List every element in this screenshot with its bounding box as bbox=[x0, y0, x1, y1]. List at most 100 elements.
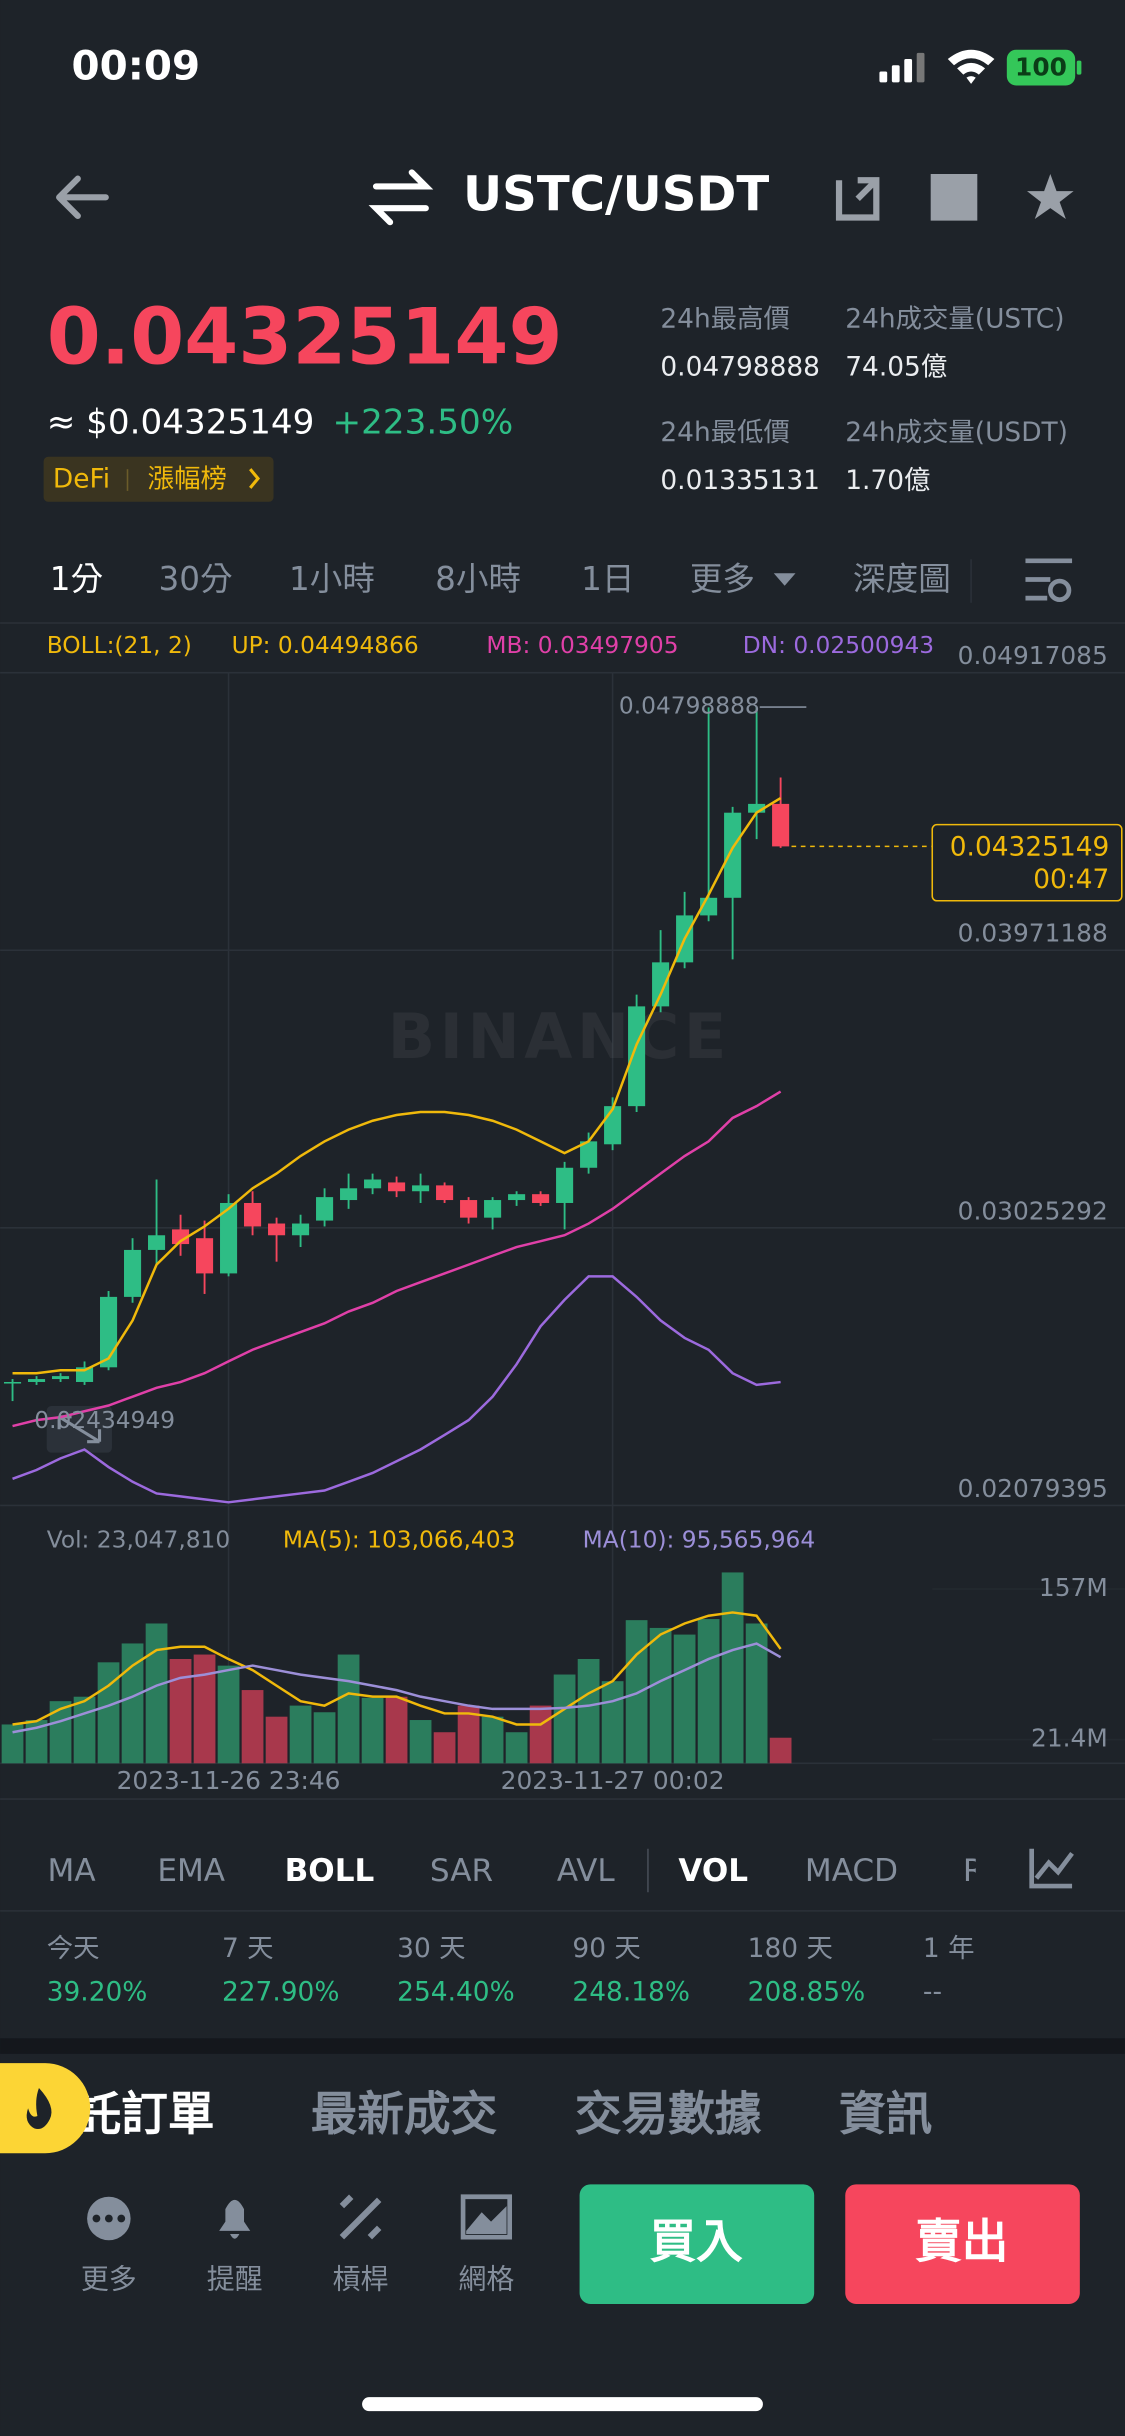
dropdown-caret bbox=[773, 573, 796, 586]
indicator-tab[interactable]: AVL bbox=[557, 1853, 616, 1889]
candle-body bbox=[3, 1381, 22, 1384]
period-value: 39.20% bbox=[47, 1977, 148, 2008]
volume-bar bbox=[313, 1712, 336, 1764]
y-tick-label: 0.03025292 bbox=[958, 1196, 1108, 1225]
candle-body bbox=[748, 803, 766, 813]
indicator-tabs: MA EMA BOLL SAR AVL VOL MACD RSI bbox=[48, 1853, 1013, 1889]
indicator-tab[interactable]: MACD bbox=[805, 1853, 898, 1889]
candle-body bbox=[292, 1223, 310, 1236]
x-tick-label: 2023-11-27 00:02 bbox=[501, 1766, 725, 1795]
candle-body bbox=[556, 1167, 574, 1203]
interval-tab[interactable]: 深度圖 bbox=[853, 560, 951, 598]
volume-bar bbox=[577, 1658, 600, 1764]
volume-bar bbox=[625, 1620, 648, 1764]
volume-bar bbox=[97, 1662, 120, 1764]
settings-button[interactable] bbox=[1025, 558, 1073, 603]
status-icons bbox=[879, 49, 1082, 86]
indicator-tab[interactable]: MA bbox=[48, 1853, 96, 1889]
stat-value: 0.04798888 bbox=[660, 352, 820, 383]
volume-bar bbox=[649, 1627, 672, 1764]
sell-label[interactable]: 賣出 bbox=[915, 2214, 1008, 2268]
volume-bar bbox=[265, 1716, 288, 1764]
interval-tab[interactable]: 8小時 bbox=[435, 560, 521, 598]
volume-bar bbox=[25, 1720, 48, 1764]
volume-bar bbox=[121, 1643, 144, 1764]
countdown-label: 00:47 bbox=[1033, 864, 1109, 895]
candle-body bbox=[124, 1249, 142, 1297]
candle-body bbox=[580, 1141, 598, 1168]
volume-bar bbox=[73, 1696, 96, 1764]
period-value: 208.85% bbox=[748, 1977, 866, 2008]
boll-line bbox=[12, 1090, 782, 1428]
stat-label: 24h成交量(USTC) bbox=[845, 304, 1064, 335]
y-tick-label: 0.04917085 bbox=[958, 641, 1108, 670]
indicator-tab[interactable]: RSI bbox=[963, 1853, 1013, 1889]
volume-bar bbox=[505, 1732, 528, 1764]
back-button[interactable] bbox=[56, 175, 109, 220]
action-label[interactable]: 槓桿 bbox=[333, 2263, 389, 2296]
candle-body bbox=[724, 812, 742, 898]
interval-tab[interactable]: 更多 bbox=[690, 560, 755, 598]
indicator-tab[interactable]: EMA bbox=[157, 1853, 225, 1889]
interval-tab[interactable]: 30分 bbox=[159, 560, 233, 598]
volume-bar bbox=[409, 1720, 432, 1764]
stat-value: 74.05億 bbox=[845, 352, 947, 383]
legend-entry: MB: 0.03497905 bbox=[486, 632, 678, 659]
section-tab[interactable]: 資訊 bbox=[839, 2087, 932, 2141]
tag-chip[interactable] bbox=[43, 456, 274, 502]
stat-label: 24h成交量(USDT) bbox=[845, 417, 1068, 448]
favorite-button[interactable] bbox=[1027, 174, 1074, 220]
candle-body bbox=[532, 1194, 550, 1203]
share-button[interactable] bbox=[835, 177, 880, 221]
boll-line bbox=[12, 1275, 781, 1504]
candle-body bbox=[172, 1229, 190, 1245]
candle-body bbox=[340, 1188, 358, 1201]
action-label[interactable]: 提醒 bbox=[207, 2263, 263, 2296]
interval-tab[interactable]: 1小時 bbox=[289, 560, 375, 598]
action-icons[interactable] bbox=[87, 2194, 513, 2241]
stat-label: 24h最高價 bbox=[660, 304, 790, 335]
legend-entry: UP: 0.04494866 bbox=[232, 632, 419, 659]
interval-tab[interactable]: 1分 bbox=[50, 560, 103, 598]
volume-bar bbox=[457, 1705, 480, 1764]
more-dots bbox=[92, 2214, 126, 2223]
legend-entry: DN: 0.02500943 bbox=[743, 632, 934, 659]
period-label: 7 天 bbox=[222, 1933, 274, 1964]
buy-button[interactable] bbox=[579, 2184, 815, 2304]
candle-body bbox=[388, 1182, 406, 1192]
candle-body bbox=[316, 1197, 334, 1221]
period-label: 1 年 bbox=[923, 1933, 975, 1964]
candle-body bbox=[268, 1223, 286, 1236]
candle-body bbox=[436, 1185, 454, 1201]
buy-label[interactable]: 買入 bbox=[650, 2214, 744, 2268]
period-value: 248.18% bbox=[572, 1977, 690, 2008]
action-label[interactable]: 更多 bbox=[81, 2263, 137, 2296]
candle-body bbox=[508, 1194, 526, 1201]
candle-body bbox=[484, 1200, 502, 1218]
status-time: 00:09 bbox=[72, 42, 201, 89]
section-tab[interactable]: 最新成交 bbox=[311, 2087, 498, 2141]
volume-bar bbox=[337, 1654, 360, 1764]
chart-settings-button[interactable] bbox=[1029, 1848, 1074, 1889]
period-label: 30 天 bbox=[397, 1933, 465, 1964]
y-tick-label: 157M bbox=[1039, 1573, 1108, 1602]
last-price: 0.04325149 bbox=[47, 292, 563, 382]
stat-value: 0.01335131 bbox=[660, 465, 820, 496]
compare-button[interactable] bbox=[930, 174, 978, 221]
swap-button[interactable] bbox=[368, 169, 434, 226]
volume-bar bbox=[169, 1658, 192, 1764]
y-tick-label: 21.4M bbox=[1031, 1724, 1108, 1753]
indicator-tab[interactable]: BOLL bbox=[285, 1853, 375, 1889]
sell-button[interactable] bbox=[845, 2184, 1080, 2304]
action-label[interactable]: 網格 bbox=[458, 2263, 514, 2296]
volume-bar bbox=[601, 1681, 624, 1764]
section-tab[interactable]: 交易數據 bbox=[575, 2087, 762, 2141]
indicator-tab[interactable]: SAR bbox=[430, 1853, 493, 1889]
indicator-tab[interactable]: VOL bbox=[678, 1853, 748, 1889]
volume-bar bbox=[385, 1696, 408, 1764]
volume-bar bbox=[481, 1716, 504, 1764]
volume-bar bbox=[769, 1737, 792, 1764]
interval-tab[interactable]: 1日 bbox=[581, 560, 634, 598]
